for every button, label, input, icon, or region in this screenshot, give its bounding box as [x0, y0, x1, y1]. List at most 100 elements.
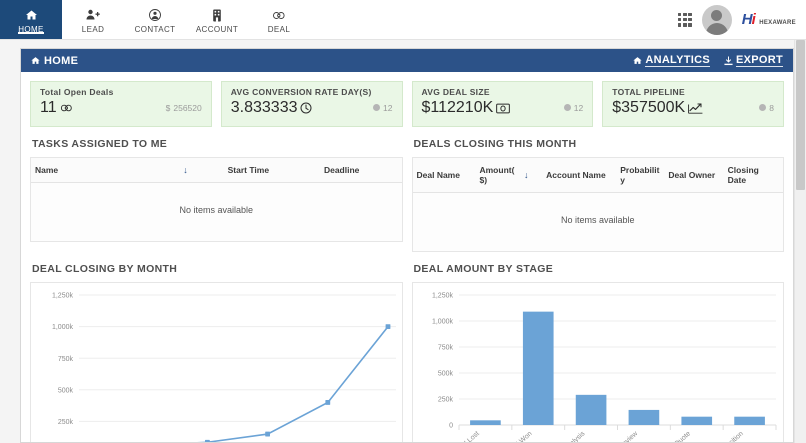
- svg-text:0: 0: [449, 423, 453, 430]
- grid-apps-icon[interactable]: [677, 12, 692, 27]
- clock-icon: [300, 102, 312, 114]
- svg-text:750k: 750k: [437, 345, 453, 352]
- line-chart-container[interactable]: 250k 500k 750k 1,000k 1,250k: [30, 282, 403, 442]
- kpi-card-avg-deal-size[interactable]: AVG DEAL SIZE $112210K 12: [411, 81, 594, 127]
- trend-up-icon: [688, 103, 703, 114]
- kpi-sub-value: 256520: [173, 102, 202, 113]
- export-label: EXPORT: [735, 54, 783, 67]
- nav-item-account[interactable]: ACCOUNT: [186, 0, 248, 39]
- column-header-sort[interactable]: ↓: [179, 158, 224, 183]
- svg-text:Needs Analysis: Needs Analysis: [546, 430, 587, 443]
- kpi-sub-value: 12: [573, 102, 584, 113]
- analytics-button[interactable]: ANALYTICS: [633, 54, 710, 67]
- kpi-value: $357500K: [612, 99, 686, 116]
- table-header-row: Name ↓ Start Time Deadline: [31, 158, 402, 183]
- kpi-value: $112210K: [421, 99, 494, 116]
- user-add-icon: [86, 8, 100, 23]
- kpi-sub-prefix: $: [165, 102, 171, 113]
- bar-chart: 0 250k 500k 750k 1,000k 1,250k Closed Lost Clos…: [431, 293, 776, 443]
- tasks-table-container: Name ↓ Start Time Deadline No items avai…: [30, 157, 403, 242]
- brand-name: HEXAWARE: [759, 19, 796, 26]
- home-icon: [31, 57, 40, 64]
- svg-text:1,000k: 1,000k: [431, 319, 453, 326]
- svg-text:Closed Won: Closed Won: [500, 430, 533, 443]
- column-header-account-name[interactable]: Account Name: [542, 158, 617, 193]
- kpi-subvalue: 12: [373, 102, 393, 114]
- widget-deals-closing-this-month: DEALS CLOSING THIS MONTH Deal Name Amoun…: [411, 127, 784, 252]
- hexaware-mark: Hi: [742, 10, 756, 28]
- widget-tasks-assigned-to-me: TASKS ASSIGNED TO ME Name ↓ Start Time: [30, 127, 403, 252]
- empty-state-text: No items available: [179, 205, 254, 215]
- column-header-amount[interactable]: Amount($): [475, 158, 520, 193]
- svg-text:Negotiation/Review: Negotiation/Review: [589, 430, 639, 443]
- status-badge-dot: [373, 104, 381, 111]
- column-header-closing-date[interactable]: Closing Date: [723, 158, 783, 193]
- widget-title: DEALS CLOSING THIS MONTH: [413, 138, 577, 150]
- status-badge-dot: [563, 104, 571, 111]
- page-header-bar: HOME ANALYTICS EXPORT: [21, 49, 793, 72]
- user-avatar-icon[interactable]: [701, 4, 732, 35]
- scrollbar-thumb[interactable]: [796, 40, 805, 190]
- kpi-value-wrap: $112210K: [422, 100, 511, 116]
- svg-text:1,250k: 1,250k: [52, 293, 74, 300]
- money-icon: [496, 103, 511, 113]
- status-badge-dot: [759, 104, 767, 111]
- svg-text:500k: 500k: [437, 371, 453, 378]
- home-icon: [25, 8, 38, 23]
- nav-item-label: ACCOUNT: [195, 24, 239, 34]
- nav-item-deal[interactable]: DEAL: [248, 0, 310, 39]
- nav-item-contact[interactable]: CONTACT: [124, 0, 186, 39]
- breadcrumb: HOME: [31, 55, 78, 67]
- kpi-subvalue: 8: [759, 103, 774, 114]
- widget-deal-closing-by-month: DEAL CLOSING BY MONTH 250k 500k 750k 1,000k…: [30, 252, 403, 442]
- column-header-sort[interactable]: ↓: [519, 158, 543, 193]
- kpi-title: TOTAL PIPELINE: [612, 87, 685, 97]
- page-body: HOME ANALYTICS EXPORT: [0, 40, 806, 443]
- kpi-body: 3.833333 12: [231, 100, 393, 116]
- kpi-title: AVG CONVERSION RATE DAY(S): [230, 87, 372, 97]
- kpi-body: 11 $ 256520: [40, 100, 202, 116]
- table-header-row: Deal Name Amount($) ↓ Account Name Proba…: [412, 158, 783, 193]
- kpi-sub-value: 8: [769, 102, 774, 113]
- table-widget-row: TASKS ASSIGNED TO ME Name ↓ Start Time: [21, 127, 793, 252]
- logo-letter-i: i: [751, 10, 756, 28]
- column-header-name[interactable]: Name: [31, 158, 180, 183]
- nav-item-lead[interactable]: LEAD: [62, 0, 124, 39]
- column-header-start-time[interactable]: Start Time: [223, 158, 320, 183]
- column-header-deal-owner[interactable]: Deal Owner: [664, 158, 724, 193]
- deals-table-container: Deal Name Amount($) ↓ Account Name Proba…: [411, 157, 784, 252]
- chart-title-bar: DEAL AMOUNT BY STAGE: [413, 263, 554, 275]
- kpi-card-total-pipeline[interactable]: TOTAL PIPELINE $357500K 8: [602, 81, 784, 127]
- kpi-card-total-open-deals[interactable]: Total Open Deals 11 $ 256520: [30, 81, 212, 127]
- empty-state-row: No items available: [31, 183, 402, 242]
- kpi-card-avg-conversion-rate[interactable]: AVG CONVERSION RATE DAY(S) 3.833333 12: [220, 81, 403, 127]
- widget-deal-amount-by-stage: DEAL AMOUNT BY STAGE 0 250k 500k 750k 1,000k…: [411, 252, 784, 443]
- column-header-deadline[interactable]: Deadline: [319, 158, 402, 183]
- empty-state-text: No items available: [560, 215, 635, 225]
- empty-state-row: No items available: [413, 193, 784, 252]
- chart-widget-row: DEAL CLOSING BY MONTH 250k 500k 750k 1,000k…: [21, 252, 793, 443]
- column-header-probability[interactable]: Probability: [616, 158, 665, 193]
- kpi-title: AVG DEAL SIZE: [421, 87, 490, 97]
- nav-item-home[interactable]: HOME: [0, 0, 62, 39]
- nav-item-label: HOME: [18, 24, 44, 34]
- hexaware-logo: Hi HEXAWARE: [742, 12, 798, 28]
- vertical-scrollbar[interactable]: [794, 40, 806, 443]
- kpi-body: $357500K 8: [612, 100, 774, 116]
- widget-title: TASKS ASSIGNED TO ME: [32, 138, 168, 150]
- export-button[interactable]: EXPORT: [724, 54, 783, 67]
- handshake-icon: [272, 8, 287, 23]
- top-navigation-bar: HOME LEAD CONTACT: [0, 0, 806, 40]
- svg-text:500k: 500k: [58, 387, 74, 394]
- bar-chart-container[interactable]: 0 250k 500k 750k 1,000k 1,250k Closed Lost Clos…: [411, 282, 784, 443]
- nav-items: HOME LEAD CONTACT: [0, 0, 310, 39]
- chart-title-line: DEAL CLOSING BY MONTH: [32, 263, 178, 275]
- tasks-table: Name ↓ Start Time Deadline No items avai…: [31, 158, 402, 241]
- column-header-deal-name[interactable]: Deal Name: [412, 158, 476, 193]
- kpi-sub-value: 12: [383, 102, 393, 113]
- svg-text:750k: 750k: [58, 356, 74, 363]
- kpi-value: 3.833333: [230, 99, 298, 116]
- handshake-icon: [60, 104, 72, 112]
- kpi-subvalue: $ 256520: [166, 103, 202, 114]
- nav-right-cluster: Hi HEXAWARE: [677, 0, 798, 39]
